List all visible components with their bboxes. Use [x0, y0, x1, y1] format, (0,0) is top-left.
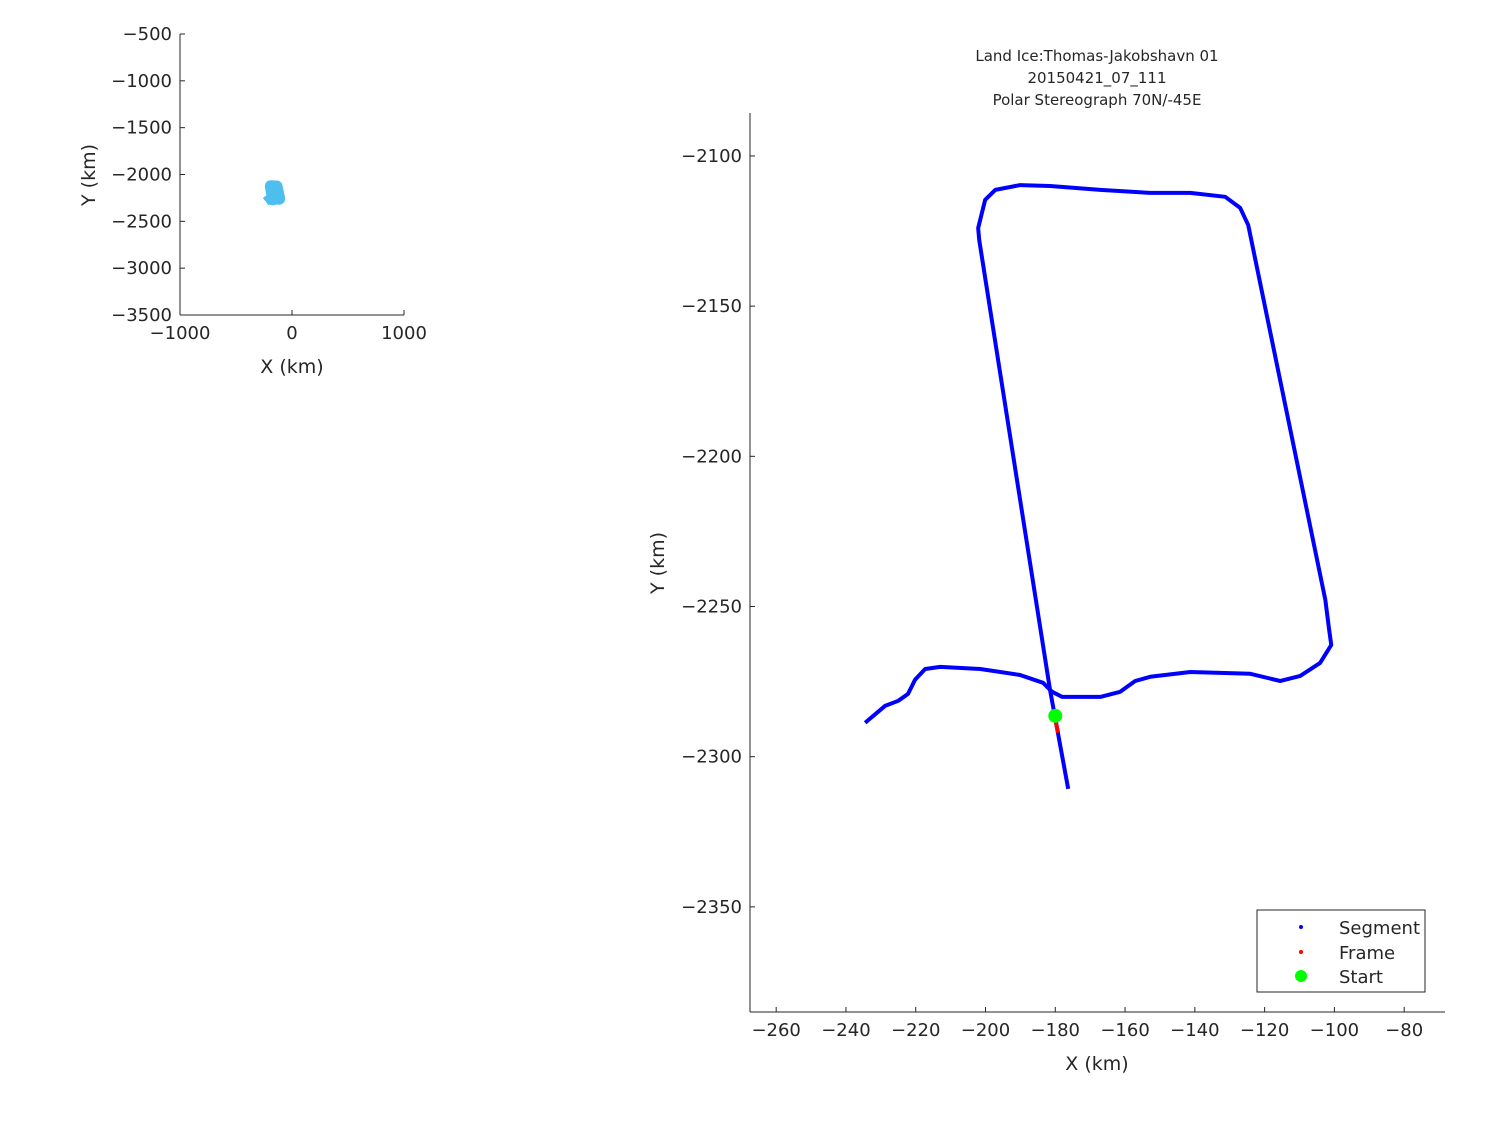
x-tick-label: −220 [891, 1020, 940, 1041]
y-tick-label: −500 [123, 24, 172, 45]
legend-box [1256, 909, 1426, 993]
legend-segment-label: Segment [1339, 918, 1420, 939]
y-tick-label: −3500 [111, 305, 172, 326]
y-tick-label: −1500 [111, 118, 172, 139]
main-y-label: Y (km) [647, 532, 669, 595]
legend-start-label: Start [1339, 967, 1383, 988]
y-tick-label: −2250 [681, 597, 742, 618]
main-title-line-1: Land Ice:Thomas-Jakobshavn 01 [975, 47, 1218, 65]
segment-path [863, 183, 1334, 790]
x-tick-label: −140 [1170, 1020, 1219, 1041]
y-tick-label: −2500 [111, 211, 172, 232]
y-tick-label: −2100 [681, 146, 742, 167]
x-tick-label: −260 [751, 1020, 800, 1041]
main-axes: −260 −240 −220 −200 −180 −160 −140 −120 −100 −80 −… [681, 113, 1445, 1041]
x-tick-label: −200 [961, 1020, 1010, 1041]
x-tick-label: −240 [821, 1020, 870, 1041]
overview-y-label: Y (km) [78, 144, 100, 207]
y-tick-label: −2350 [681, 897, 742, 918]
overview-x-label: X (km) [260, 356, 323, 378]
y-tick-label: −2150 [681, 296, 742, 317]
legend-segment-marker [1299, 925, 1303, 929]
main-x-label: X (km) [1065, 1053, 1128, 1075]
x-tick-label: −100 [1310, 1020, 1359, 1041]
y-tick-label: −1000 [111, 71, 172, 92]
y-tick-label: −2300 [681, 747, 742, 768]
overview-flight-path [261, 180, 286, 206]
x-tick-label: −80 [1385, 1020, 1423, 1041]
legend-frame-label: Frame [1339, 943, 1395, 964]
x-tick-label: 0 [286, 323, 297, 344]
x-tick-label: −180 [1031, 1020, 1080, 1041]
x-tick-label: −160 [1100, 1020, 1149, 1041]
start-marker [1048, 708, 1063, 723]
y-tick-label: −2200 [681, 446, 742, 467]
x-tick-label: −1000 [150, 323, 211, 344]
main-title-line-3: Polar Stereograph 70N/-45E [993, 91, 1202, 109]
y-tick-label: −3000 [111, 258, 172, 279]
overview-axes: −1000 0 1000 −3500 −3000 −2500 −2000 −1500 −1000… [111, 24, 427, 344]
legend-start-marker [1295, 970, 1307, 982]
x-tick-label: −120 [1240, 1020, 1289, 1041]
y-tick-label: −2000 [111, 165, 172, 186]
legend-frame-marker [1299, 950, 1303, 954]
main-title-line-2: 20150421_07_111 [1027, 69, 1166, 88]
legend: Segment Frame Start [1256, 909, 1426, 993]
x-tick-label: 1000 [381, 323, 427, 344]
